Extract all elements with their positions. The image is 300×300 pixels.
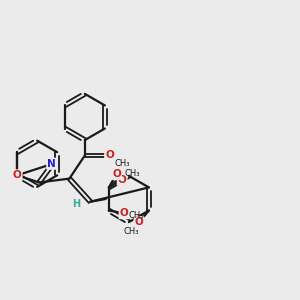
Text: CH₃: CH₃ (123, 227, 139, 236)
Text: O: O (13, 170, 22, 180)
Text: N: N (47, 159, 56, 169)
Text: O: O (112, 169, 121, 179)
Text: O: O (118, 175, 127, 185)
Text: CH₃: CH₃ (125, 169, 140, 178)
Text: O: O (120, 208, 128, 218)
Text: H: H (73, 200, 81, 209)
Text: O: O (105, 151, 114, 160)
Text: CH₃: CH₃ (128, 211, 144, 220)
Text: CH₃: CH₃ (115, 159, 130, 168)
Text: O: O (135, 217, 143, 227)
